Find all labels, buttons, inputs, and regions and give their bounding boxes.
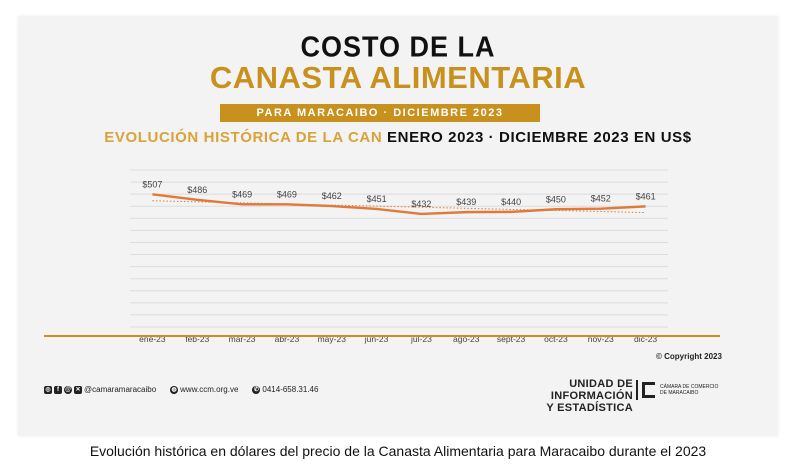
x-tick-label: ago-23 [453,334,480,344]
x-tick-label: oct-23 [544,334,568,344]
copyright: © Copyright 2023 [656,352,722,361]
whatsapp-icon: ✆ [252,385,261,394]
x-tick-label: abr-23 [275,334,300,344]
data-label: $440 [501,197,521,207]
figure-caption: Evolución histórica en dólares del preci… [89,443,707,459]
data-label: $432 [411,199,431,209]
data-label: $450 [546,194,566,204]
data-label: $507 [142,179,162,189]
x-tick-label: nov-23 [588,334,614,344]
unidad-block: UNIDAD DE INFORMACIÓN Y ESTADÍSTICA [488,378,633,414]
series-line-group [152,193,646,216]
data-label: $469 [277,189,297,199]
data-labels: $507 $486 $469 $469 $462 $451 $432 $439 $440 $450… [142,179,655,209]
x-tick-label: dic-23 [634,334,657,344]
x-tick-label: feb-23 [185,334,209,344]
data-label: $452 [591,194,611,204]
x-tick-label: may-23 [318,334,347,344]
data-label: $469 [232,189,252,199]
data-label: $461 [636,191,656,201]
title-line-1: COSTO DE LA [300,31,496,63]
subtitle-black: ENERO 2023 · DICIEMBRE 2023 EN US$ [382,129,692,146]
x-tick-label: ene-23 [139,334,166,344]
data-label: $486 [187,185,207,195]
phone-number[interactable]: 0414-658.31.46 [262,385,319,394]
x-axis-ticks: ene-23 feb-23 mar-23 abr-23 may-23 jun-23 jul-… [139,334,657,344]
chart-subtitle: EVOLUCIÓN HISTÓRICA DE LA CAN ENERO 2023… [0,129,796,146]
data-label: $451 [367,194,387,204]
data-label: $439 [456,197,476,207]
threads-icon[interactable]: @ [64,385,72,394]
x-tick-label: sept-23 [497,334,526,344]
website-group: ◍ www.ccm.org.ve [170,385,238,394]
social-group: ◎ f @ ✕ @camaramaracaibo [44,385,156,394]
website-link[interactable]: www.ccm.org.ve [180,385,239,394]
x-tick-label: jul-23 [410,334,432,344]
social-handle[interactable]: @camaramaracaibo [84,385,157,394]
data-label: $462 [322,191,342,201]
phone-group: ✆ 0414-658.31.46 [252,385,318,394]
series-line [152,193,646,216]
unidad-line-2: Y ESTADÍSTICA [546,402,633,414]
chamber-logo-icon [636,380,658,400]
footer-contacts: ◎ f @ ✕ @camaramaracaibo ◍ www.ccm.org.v… [44,385,318,394]
x-tick-label: mar-23 [229,334,256,344]
facebook-icon[interactable]: f [54,385,62,394]
unidad-line-1: UNIDAD DE INFORMACIÓN [550,378,633,402]
x-icon[interactable]: ✕ [74,385,82,394]
title-line-2: CANASTA ALIMENTARIA [209,60,587,95]
x-tick-label: jun-23 [364,334,389,344]
chart-grid [130,169,668,328]
gold-divider [44,335,720,337]
globe-icon: ◍ [170,385,179,394]
logo-text: CÁMARA DE COMERCIO DE MARACAIBO [660,384,719,396]
banner: PARA MARACAIBO · DICIEMBRE 2023 [220,104,540,122]
instagram-icon[interactable]: ◎ [44,385,52,394]
subtitle-gold: EVOLUCIÓN HISTÓRICA DE LA CAN [104,129,383,146]
infographic-card [18,16,778,436]
